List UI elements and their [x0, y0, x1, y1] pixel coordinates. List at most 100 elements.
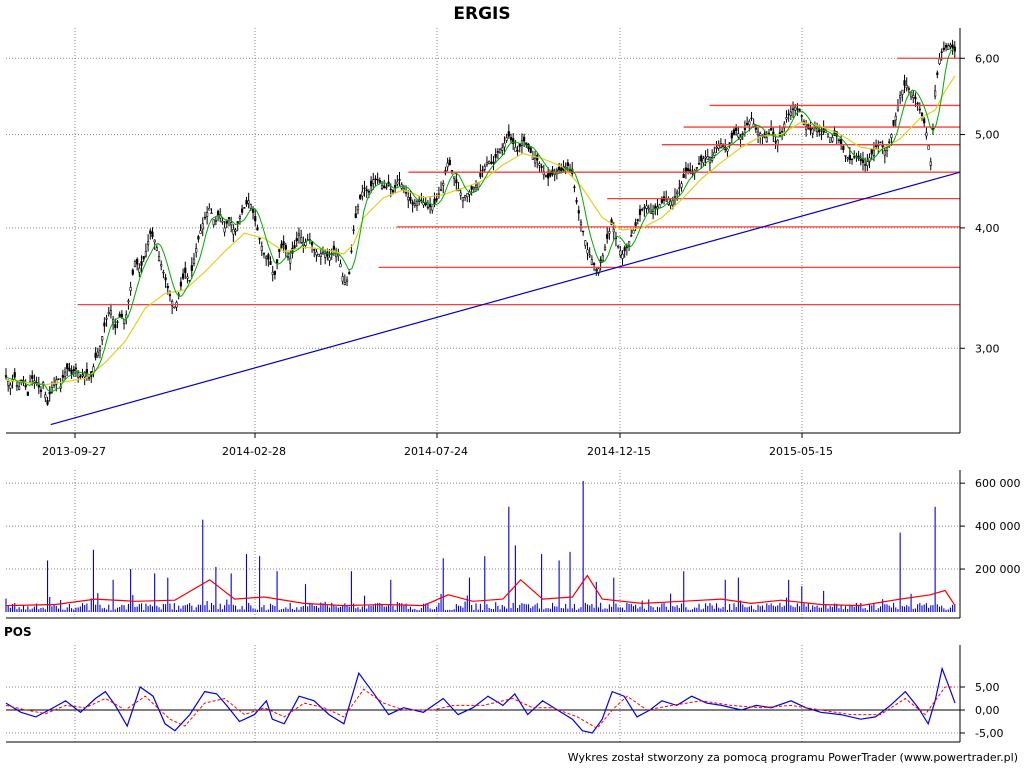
price-candle-body — [129, 287, 132, 292]
price-candle-body — [225, 220, 228, 224]
price-candle-body — [789, 111, 792, 116]
price-candle-body — [879, 141, 882, 144]
price-candle-body — [643, 207, 646, 209]
price-candle-body — [575, 200, 578, 203]
price-candle-body — [203, 216, 207, 219]
price-candle-body — [896, 105, 900, 111]
price-candle-body — [558, 166, 561, 171]
price-candle-body — [350, 250, 353, 253]
price-candle-body — [582, 230, 585, 233]
price-candle-body — [254, 216, 257, 222]
price-candle-body — [645, 205, 648, 209]
price-candle-body — [453, 176, 456, 179]
price-candle-body — [787, 113, 790, 116]
price-candle-body — [282, 241, 285, 246]
price-x-tick-label: 2015-05-15 — [769, 445, 833, 458]
price-candle-body — [770, 127, 773, 131]
price-candle-body — [57, 378, 60, 380]
price-candle-body — [840, 139, 843, 145]
volume-y-tick-label: 200 000 — [975, 563, 1021, 576]
pos-signal-line — [5, 686, 955, 730]
price-candle-body — [186, 276, 189, 279]
price-candle-body — [807, 124, 810, 129]
price-candle-body — [494, 154, 497, 158]
price-candle-body — [899, 95, 902, 99]
price-candle-body — [413, 203, 416, 206]
price-candle-body — [446, 162, 449, 168]
price-candle-body — [785, 117, 788, 120]
price-candle-body — [800, 115, 803, 117]
volume-moving-average — [5, 574, 956, 607]
price-candle-body — [894, 115, 897, 121]
price-candle-body — [754, 127, 757, 130]
price-candle-body — [33, 380, 36, 383]
price-candle-body — [103, 322, 106, 327]
price-candle-body — [516, 150, 519, 152]
volume-y-tick-label: 600 000 — [975, 477, 1021, 490]
price-candle-body — [916, 102, 919, 105]
price-candle-body — [488, 161, 491, 164]
price-candle-body — [380, 185, 384, 189]
price-candle-body — [944, 44, 948, 48]
price-candle-body — [389, 188, 392, 191]
price-candle-body — [72, 369, 75, 372]
price-candle-body — [636, 219, 639, 221]
price-candle-body — [914, 96, 917, 100]
price-candle-body — [133, 261, 137, 267]
price-candle-body — [411, 201, 414, 205]
price-candle-body — [496, 151, 499, 153]
price-candle-body — [348, 272, 351, 274]
price-candle-body — [544, 175, 548, 177]
price-candle-body — [732, 129, 736, 135]
price-candle-body — [271, 271, 274, 275]
price-candle-body — [555, 169, 559, 172]
price-candle-body — [826, 133, 830, 138]
price-candle-body — [356, 206, 360, 211]
pos-lines — [5, 666, 956, 734]
price-candle-body — [842, 146, 845, 151]
price-candle-body — [501, 147, 504, 151]
price-candle-body — [756, 131, 760, 136]
price-candle-body — [577, 210, 580, 214]
price-candle-body — [367, 190, 371, 193]
volume-y-tick-labels: 200 000 400 000 600 000 — [960, 477, 1021, 576]
price-candle-body — [811, 128, 814, 134]
price-candle-body — [236, 221, 239, 224]
price-candle-body — [278, 249, 281, 252]
price-candle-body — [791, 108, 795, 110]
price-candle-body — [853, 156, 856, 158]
price-candle-body — [149, 230, 152, 234]
price-candle-body — [737, 133, 740, 138]
price-candle-body — [483, 165, 486, 170]
price-candle-body — [673, 195, 677, 199]
price-candle-body — [463, 195, 467, 198]
price-candle-body — [490, 162, 493, 164]
price-candle-body — [695, 167, 698, 169]
price-candle-body — [442, 182, 445, 186]
price-candle-body — [319, 253, 322, 257]
price-candle-body — [18, 386, 21, 390]
price-candle-body — [249, 204, 252, 209]
price-candle-body — [190, 265, 193, 271]
price-candle-body — [354, 213, 357, 218]
price-candle-body — [50, 387, 54, 393]
price-candle-body — [120, 313, 123, 318]
price-candle-body — [829, 137, 832, 143]
price-candle-body — [107, 312, 110, 314]
price-candle-body — [474, 184, 478, 188]
price-candle-body — [912, 95, 915, 99]
price-candle-body — [492, 161, 495, 164]
price-candle-body — [372, 179, 375, 184]
price-candle-body — [728, 142, 731, 144]
price-candle-body — [638, 209, 642, 216]
price-candle-body — [505, 137, 508, 141]
price-candle-body — [407, 196, 410, 201]
price-candle-body — [232, 229, 235, 235]
price-candle-body — [79, 376, 82, 378]
price-candle-body — [151, 231, 154, 238]
price-candle-body — [466, 193, 469, 198]
price-candle-body — [523, 136, 526, 142]
price-candle-body — [514, 147, 517, 152]
price-candle-body — [184, 267, 187, 274]
price-candle-body — [376, 178, 379, 181]
